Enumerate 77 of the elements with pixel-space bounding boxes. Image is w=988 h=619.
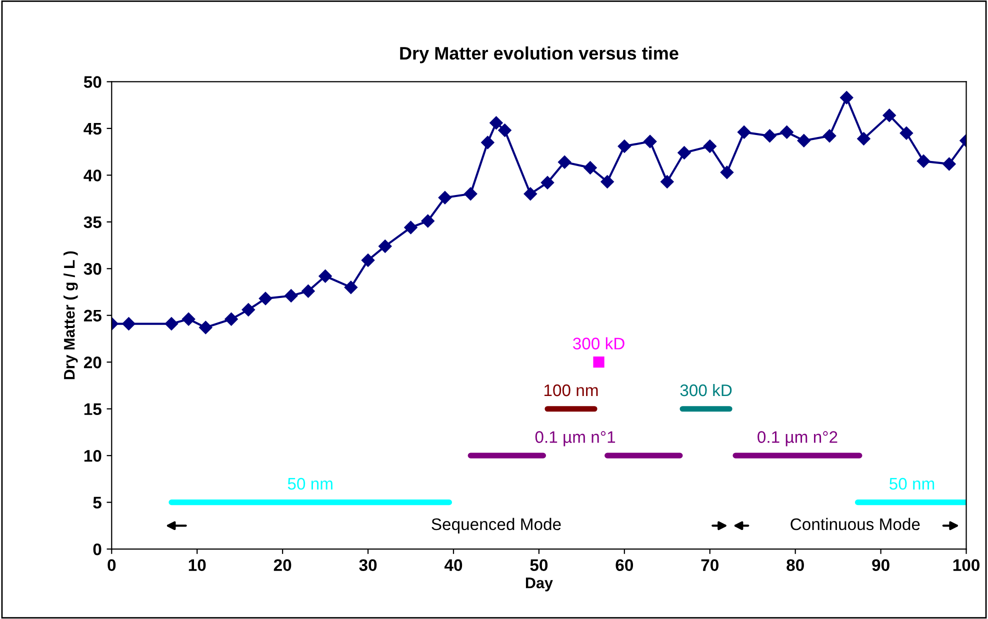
point xyxy=(720,166,734,179)
point xyxy=(284,289,298,302)
point xyxy=(378,240,392,253)
point xyxy=(302,284,315,298)
annotation: Sequenced Mode xyxy=(432,518,561,534)
point xyxy=(224,312,238,326)
point xyxy=(361,254,375,267)
x-tick-label: 90 xyxy=(872,559,890,572)
series-label: 50 nm xyxy=(890,478,934,490)
point xyxy=(524,187,537,200)
point xyxy=(540,176,554,190)
x-tick-label: 0 xyxy=(108,559,116,572)
point xyxy=(481,136,494,150)
y-tick-label: 20 xyxy=(84,356,102,368)
x-tick-label: 70 xyxy=(701,559,718,572)
x-tick-label: 10 xyxy=(188,559,206,572)
point xyxy=(916,154,930,168)
point xyxy=(558,156,572,169)
series-label: 0.1 µm n°2 xyxy=(758,431,838,446)
series-label: 0.1 µm n°1 xyxy=(535,431,616,446)
point xyxy=(242,303,255,316)
series-label: 300 kD xyxy=(573,337,624,350)
y-tick-label: 10 xyxy=(84,450,102,462)
y-tick-label: 45 xyxy=(84,123,102,135)
point xyxy=(660,175,674,188)
point xyxy=(737,126,751,139)
y-tick-label: 5 xyxy=(93,496,102,509)
point xyxy=(600,175,614,188)
point xyxy=(199,320,212,334)
x-tick-label: 60 xyxy=(616,559,634,572)
point xyxy=(857,132,870,146)
point xyxy=(643,134,657,148)
point xyxy=(498,124,512,137)
annotation: Continuous Mode xyxy=(790,518,920,530)
y-tick-label: 30 xyxy=(84,263,102,275)
point xyxy=(182,312,196,326)
x-tick-label: 20 xyxy=(274,559,292,572)
point xyxy=(258,292,272,306)
point xyxy=(822,129,836,143)
point xyxy=(942,157,956,171)
point xyxy=(678,146,691,160)
point xyxy=(490,116,503,130)
point xyxy=(164,317,178,330)
point xyxy=(780,126,794,139)
point xyxy=(438,191,452,204)
point xyxy=(703,140,716,153)
x-axis-title: Day xyxy=(526,578,553,592)
point xyxy=(797,134,810,148)
y-tick-label: 35 xyxy=(84,216,102,228)
series-label: 50 nm xyxy=(288,478,332,490)
point xyxy=(122,317,136,330)
y-tick-label: 40 xyxy=(84,170,102,182)
series-label: 100 nm xyxy=(544,384,598,396)
x-tick-label: 50 xyxy=(530,559,548,572)
point xyxy=(404,220,418,234)
x-tick-label: 40 xyxy=(444,559,462,572)
y-tick-label: 25 xyxy=(84,310,102,322)
x-tick-label: 100 xyxy=(953,559,980,572)
y-tick-label: 15 xyxy=(84,403,102,416)
point xyxy=(593,356,604,368)
point xyxy=(318,270,332,283)
chart-title: Dry Matter evolution versus time xyxy=(400,46,678,64)
point xyxy=(344,280,358,294)
point xyxy=(900,126,914,140)
point xyxy=(882,108,896,122)
point xyxy=(584,161,597,174)
x-tick-label: 30 xyxy=(359,559,377,572)
point xyxy=(464,187,478,200)
point xyxy=(840,91,854,104)
x-tick-label: 80 xyxy=(786,559,804,572)
point xyxy=(618,140,632,153)
y-tick-label: 0 xyxy=(93,543,102,556)
y-axis-title: Dry Matter ( g / L ) xyxy=(64,251,78,380)
series-label: 300 kD xyxy=(680,384,732,396)
y-tick-label: 50 xyxy=(84,76,102,88)
point xyxy=(421,214,434,228)
point xyxy=(763,129,776,143)
